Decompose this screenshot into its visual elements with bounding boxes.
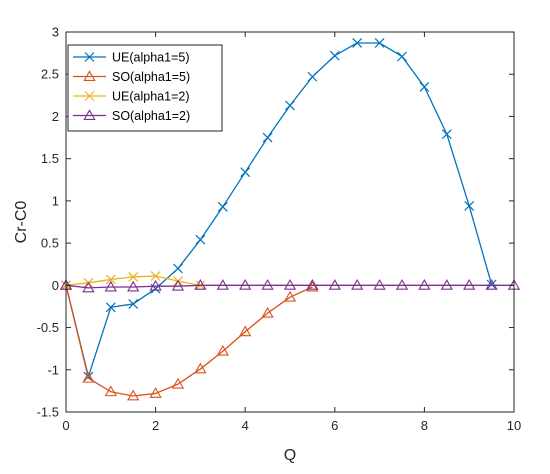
- data-point: [329, 50, 340, 61]
- legend-label: UE(alpha1=2): [112, 90, 189, 104]
- x-axis-title: Q: [284, 447, 296, 464]
- data-point: [283, 279, 297, 290]
- data-point: [82, 281, 95, 293]
- data-point: [262, 132, 273, 143]
- data-point: [374, 38, 385, 48]
- y-tick-label: 2: [52, 109, 59, 124]
- data-point: [306, 279, 319, 290]
- x-tick-label: 4: [242, 418, 249, 433]
- series-line: [65, 42, 493, 378]
- data-point: [328, 279, 341, 290]
- legend-swatch-marker: [84, 52, 95, 62]
- legend: UE(alpha1=5) SO(alpha1=5) UE(alpha1=2) SO(a…: [67, 44, 223, 132]
- data-point: [127, 280, 140, 292]
- y-tick-label: 1.5: [41, 151, 59, 166]
- series-2: [59, 279, 319, 401]
- data-point: [216, 279, 229, 290]
- data-point: [173, 263, 183, 274]
- y-tick-label: 0: [52, 278, 59, 293]
- data-point: [128, 271, 139, 282]
- x-tick-label: 10: [507, 418, 521, 433]
- data-point: [397, 51, 407, 62]
- series-1: [61, 38, 497, 382]
- series-layer: [59, 38, 521, 401]
- data-point: [352, 38, 363, 48]
- data-point: [463, 279, 476, 290]
- data-point: [105, 274, 116, 285]
- data-point: [82, 371, 95, 383]
- data-point: [395, 279, 409, 290]
- data-point: [149, 387, 162, 398]
- y-tick-label: -1: [47, 362, 59, 377]
- data-point: [195, 234, 206, 245]
- data-point: [105, 302, 116, 313]
- legend-label: SO(alpha1=2): [112, 109, 190, 123]
- y-tick-label: -0.5: [37, 320, 59, 335]
- legend-swatch-marker: [83, 109, 96, 120]
- x-tick-label: 0: [62, 418, 69, 433]
- y-tick-label: -1.5: [37, 405, 59, 420]
- legend-swatch-marker: [83, 70, 96, 81]
- x-tick-label: 6: [331, 418, 338, 433]
- y-tick-label: 3: [52, 25, 59, 40]
- data-point: [216, 344, 229, 356]
- data-point: [261, 279, 274, 290]
- legend-swatch-marker: [84, 91, 95, 101]
- data-point: [486, 279, 497, 290]
- data-point: [239, 325, 252, 337]
- data-point: [150, 271, 161, 281]
- ticks-layer: 0 2 4 6 8 10 -1.5 -1 -0.5 0 0.5 1 1.5 2 2.5 3: [37, 25, 522, 434]
- data-point: [194, 362, 207, 374]
- legend-label: SO(alpha1=5): [112, 70, 190, 84]
- data-point: [419, 81, 430, 92]
- plot-frame: [65, 31, 515, 413]
- y-axis-title: Cr-C0: [13, 201, 30, 244]
- data-point: [373, 279, 386, 290]
- data-point: [217, 201, 228, 212]
- series-line: [65, 284, 514, 289]
- x-tick-label: 2: [152, 418, 159, 433]
- series-4: [59, 279, 521, 293]
- data-point: [127, 389, 140, 401]
- data-point: [307, 71, 318, 82]
- data-point: [104, 385, 117, 397]
- data-point: [261, 306, 274, 318]
- y-tick-label: 2.5: [41, 67, 59, 82]
- data-point: [418, 279, 431, 290]
- data-point: [351, 279, 364, 290]
- legend-label: UE(alpha1=5): [112, 51, 189, 65]
- data-point: [283, 290, 297, 302]
- data-point: [149, 279, 162, 291]
- series-line: [65, 285, 313, 397]
- data-point: [285, 100, 295, 111]
- x-tick-label: 8: [421, 418, 428, 433]
- data-point: [306, 280, 319, 292]
- data-point: [239, 279, 252, 290]
- y-tick-label: 0.5: [41, 236, 59, 251]
- y-tick-label: 1: [52, 193, 59, 208]
- data-point: [464, 201, 475, 211]
- data-point: [104, 280, 117, 292]
- data-point: [440, 279, 453, 290]
- data-point: [441, 129, 452, 140]
- data-point: [485, 279, 498, 290]
- data-point: [171, 279, 185, 291]
- data-point: [194, 279, 207, 290]
- data-point: [240, 167, 251, 178]
- data-point: [128, 298, 139, 309]
- data-point: [171, 377, 185, 389]
